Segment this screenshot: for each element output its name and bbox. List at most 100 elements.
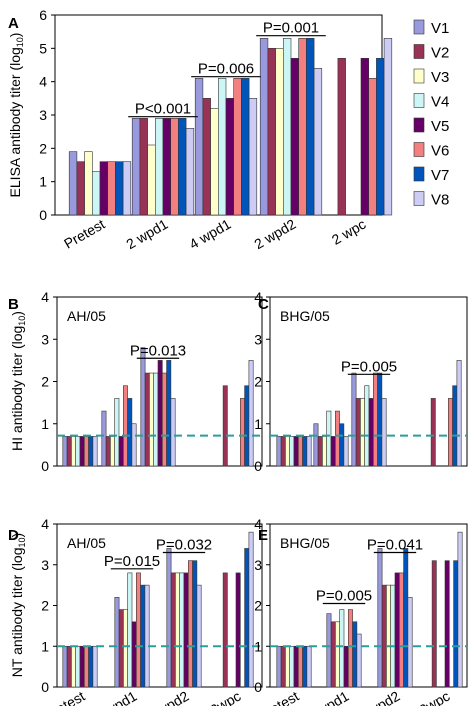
bar-v2 [280,436,286,467]
y-tick-label: 2 [41,374,49,390]
bar-v1 [259,38,269,216]
bar-v3 [386,584,391,688]
bar-v2 [222,385,228,467]
bar-v3 [210,108,219,216]
x-tick-label: 4wpd1 [308,688,352,706]
bar-v8 [122,161,132,216]
y-tick-label: 0 [41,679,49,695]
legend-swatch-v6 [413,142,425,157]
bar-v8 [306,436,312,467]
significance-label: P=0.013 [130,342,186,359]
bar-v5 [343,645,349,688]
bar-v7 [115,161,124,216]
bar-v4 [155,118,164,216]
bar-v7 [339,423,345,467]
bar-v7 [452,385,458,467]
y-tick-label: 0 [254,679,262,695]
bar-v7 [302,645,308,688]
bar-v5 [368,398,374,467]
bar-v2 [66,436,72,467]
bar-v5 [293,436,299,467]
bar-v7 [140,584,146,688]
bar-v6 [136,572,141,688]
panel-d: D 0 1 2 3 4 NT antibody titer (log10) AH/05 P=0.… [8,516,263,706]
bar-v3 [71,436,77,467]
bar-v2 [202,98,211,216]
bar-v6 [123,385,128,467]
significance-label: P<0.001 [135,101,191,118]
bar-v6 [368,78,377,216]
significance-label: P=0.001 [263,20,319,37]
y-tick-label: 4 [254,289,262,305]
bar-v3 [84,151,93,216]
bar-v2 [337,58,346,216]
bar-v4 [364,385,370,467]
bar-v6 [347,609,353,688]
panel-letter: C [258,296,269,313]
y-tick-label: 3 [254,331,262,347]
panel-subtitle: BHG/05 [280,535,330,551]
bar-v1 [194,78,204,216]
panel-e: E 0 1 2 3 4 BHG/05 P=0.005 P=0.041 Pretest 4wpd1 2w… [254,516,468,706]
legend-swatch-v2 [413,44,425,59]
bar-v8 [381,398,387,467]
y-tick-label: 4 [39,74,47,90]
bar-v5 [225,98,234,216]
bar-v5 [235,572,241,688]
bar-v4 [92,171,101,216]
bar-v7 [178,118,187,216]
bar-v6 [170,118,179,216]
bar-v3 [360,398,365,467]
bar-v4 [218,78,227,216]
bar-v2 [317,436,323,467]
y-tick-label: 2 [254,598,262,614]
bar-v3 [147,144,156,216]
significance-label: P=0.005 [341,358,397,375]
bar-v4 [289,436,295,467]
significance-label: P=0.032 [156,537,212,554]
bar-v6 [233,78,242,216]
bar-v8 [383,38,393,216]
bar-v6 [447,398,453,467]
bar-v4 [390,584,396,688]
y-tick-label: 1 [39,174,47,190]
bar-v8 [92,436,98,467]
panel-letter: A [8,15,19,32]
legend-label: V4 [431,94,449,111]
x-tick-label: Pretest [61,216,108,252]
bar-v5 [290,58,299,216]
panel-letter: D [8,527,19,544]
y-tick-label: 1 [254,416,262,432]
y-tick-label: 3 [39,107,47,123]
y-tick-label: 1 [41,416,49,432]
y-tick-label: 3 [41,557,49,573]
bar-v8 [457,531,463,688]
bar-v2 [280,645,286,688]
bar-v5 [79,436,85,467]
legend-swatch-v3 [413,68,425,84]
bar-v8 [248,98,258,216]
panel-subtitle: BHG/05 [280,308,330,324]
bar-v8 [407,597,413,688]
bar-v5 [157,360,163,467]
bar-v1 [62,436,68,467]
bar-v7 [241,78,250,216]
bar-v4 [153,372,159,467]
bar-v7 [244,548,250,688]
panel-letter: B [8,296,19,313]
bar-v2 [381,584,387,688]
legend-swatch-v4 [413,93,425,108]
bar-v8 [356,633,362,688]
bar-v7 [244,385,250,467]
bar-v5 [183,572,189,688]
bar-v3 [285,645,290,688]
bar-v7 [352,621,358,688]
bar-v2 [66,645,72,688]
y-axis-label: HI antibody titer (log10) [9,311,27,451]
bar-v3 [123,609,129,688]
bar-v3 [322,436,327,467]
bar-v1 [351,372,357,467]
bar-v6 [240,398,245,467]
x-tick-label: 4wpd1 [96,688,140,706]
y-tick-label: 1 [254,638,262,654]
